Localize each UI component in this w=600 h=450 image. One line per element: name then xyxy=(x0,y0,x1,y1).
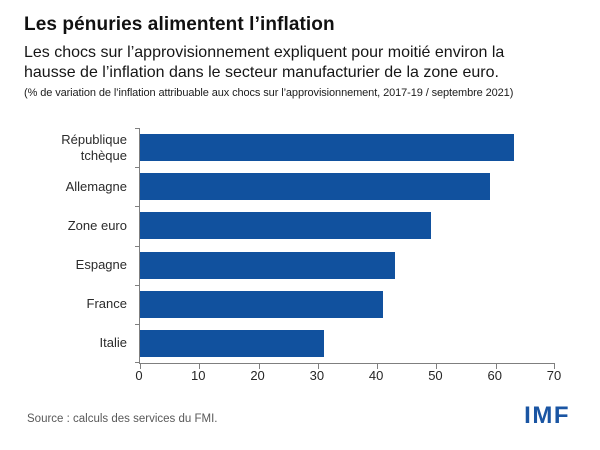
x-axis-tick xyxy=(199,364,201,369)
y-axis-tick xyxy=(135,284,140,286)
chart-subtitle: Les chocs sur l’approvisionnement expliq… xyxy=(24,44,505,81)
category-axis-labels: République tchèque Allemagne Zone euro Espa… xyxy=(0,128,127,363)
category-label: Zone euro xyxy=(67,217,127,233)
x-axis-tick-label: 40 xyxy=(368,368,384,383)
x-axis-tick-labels: 0 10 20 30 40 50 60 70 xyxy=(135,368,561,386)
data-bar xyxy=(140,290,384,318)
source-note: Source : calculs des services du FMI. xyxy=(27,413,218,425)
x-axis-tick-label: 10 xyxy=(191,368,206,383)
x-axis-tick-label: 30 xyxy=(309,368,325,383)
category-label: Allemagne xyxy=(65,178,127,194)
chart-unit-note: (% de variation de l’inflation attribuab… xyxy=(24,87,514,99)
x-axis-tick xyxy=(436,364,438,369)
data-bar xyxy=(140,329,324,357)
x-axis-tick xyxy=(140,364,141,369)
data-bar xyxy=(140,251,395,279)
category-label: Espagne xyxy=(75,257,127,273)
data-bar xyxy=(140,173,490,201)
imf-logo: IMF xyxy=(524,402,570,429)
x-axis-tick-label: 50 xyxy=(428,368,443,383)
x-axis-tick xyxy=(258,364,260,369)
category-label: République tchèque xyxy=(61,131,127,163)
y-axis-tick xyxy=(135,323,140,325)
x-axis-tick-label: 70 xyxy=(546,368,562,383)
x-axis-tick-label: 20 xyxy=(250,368,265,383)
plot-area xyxy=(135,128,555,369)
y-axis-tick xyxy=(135,206,140,208)
x-axis-tick xyxy=(554,364,555,369)
category-label: Italie xyxy=(99,335,127,351)
category-label: France xyxy=(86,296,127,312)
y-axis-tick xyxy=(135,128,140,129)
data-bar xyxy=(140,212,431,240)
y-axis-tick xyxy=(135,245,140,247)
x-axis-tick xyxy=(495,364,497,369)
x-axis-tick xyxy=(317,364,319,369)
x-axis-tick-label: 0 xyxy=(135,368,143,383)
y-axis-tick xyxy=(135,167,140,169)
chart-title: Les pénuries alimentent l’inflation xyxy=(24,14,335,35)
x-axis-tick xyxy=(377,364,379,369)
y-axis-tick xyxy=(135,362,140,363)
x-axis-tick-label: 60 xyxy=(487,368,502,383)
data-bar xyxy=(140,134,514,162)
